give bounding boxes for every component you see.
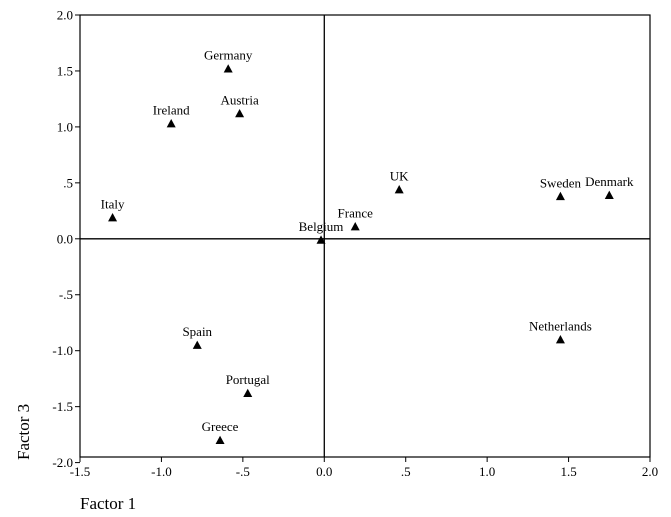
data-point-marker (394, 185, 404, 194)
data-point-marker (235, 108, 245, 118)
x-tick-label: -1.0 (151, 464, 172, 479)
x-tick-label: .5 (401, 464, 411, 479)
data-point-marker (192, 340, 202, 349)
data-points: Germany Austria Ireland Italy UK FranceBelgiu… (101, 48, 634, 445)
data-point-marker (243, 388, 253, 398)
data-point-marker (108, 213, 118, 222)
y-tick-label: .5 (63, 175, 73, 190)
data-point-marker (350, 221, 360, 231)
x-axis-title: Factor 1 (80, 494, 136, 513)
data-point-label: Belgium (299, 219, 344, 234)
y-axis: 2.0 1.5 1.0 .5 0.0 -.5 -1.0 -1.5 -2.0 (52, 8, 80, 470)
y-tick-label: 1.5 (57, 63, 73, 78)
x-tick-label: 1.5 (560, 464, 576, 479)
plot-frame (79, 14, 651, 458)
y-axis-title: Factor 3 (14, 404, 33, 460)
y-tick-label: -2.0 (52, 455, 73, 470)
data-point-marker (223, 64, 233, 73)
x-tick-label: 2.0 (642, 464, 658, 479)
data-point-label: Portugal (226, 372, 270, 387)
data-point-label: Germany (204, 48, 253, 63)
data-point-marker (604, 190, 614, 199)
data-point-label: Spain (182, 324, 212, 339)
data-point-label: Austria (220, 92, 259, 107)
data-point-label: Italy (101, 197, 125, 212)
x-axis: -1.5 -1.0 -.5 0.0 .5 1.0 1.5 2.0 (70, 457, 658, 479)
data-point-marker (555, 191, 565, 201)
x-tick-label: 0.0 (316, 464, 332, 479)
x-tick-label: 1.0 (479, 464, 495, 479)
data-point-label: UK (390, 169, 409, 184)
data-point-label: France (338, 205, 374, 220)
data-point-label: Sweden (540, 175, 582, 190)
x-tick-label: -1.5 (70, 464, 91, 479)
data-point-marker (555, 335, 565, 344)
y-tick-label: 0.0 (57, 231, 73, 246)
reference-lines (80, 15, 650, 457)
data-point-marker (215, 435, 225, 445)
data-point-label: Netherlands (529, 319, 592, 334)
y-tick-label: -.5 (59, 287, 73, 302)
y-tick-label: -1.0 (52, 343, 73, 358)
data-point-label: Greece (202, 419, 239, 434)
y-tick-label: 2.0 (57, 8, 73, 23)
data-point-marker (166, 119, 176, 128)
y-tick-label: 1.0 (57, 119, 73, 134)
y-tick-label: -1.5 (52, 399, 73, 414)
data-point-marker (316, 235, 326, 244)
data-point-label: Ireland (153, 103, 190, 118)
x-tick-label: -.5 (236, 464, 250, 479)
data-point-label: Denmark (585, 174, 634, 189)
